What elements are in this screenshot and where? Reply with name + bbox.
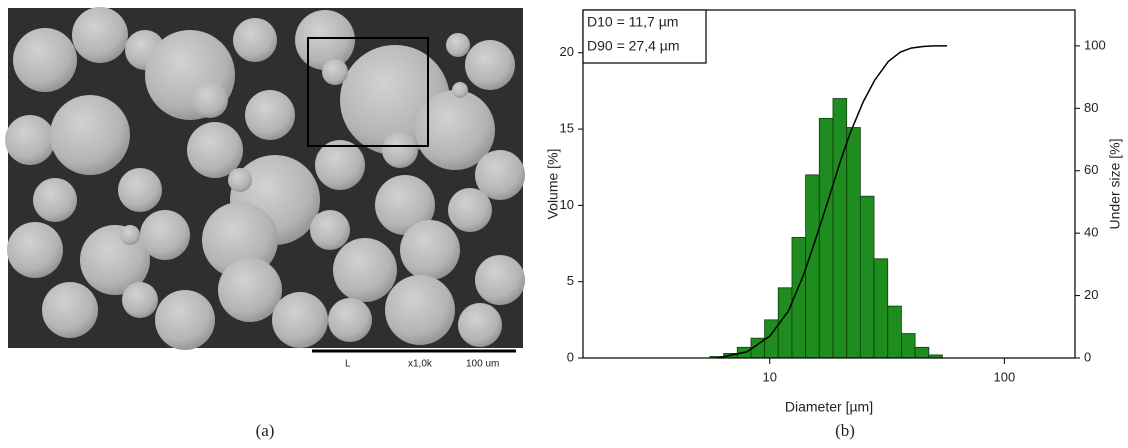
y-axis-label: Volume [%] <box>545 149 561 220</box>
particle <box>322 59 348 85</box>
y-tick-label: 10 <box>560 197 574 212</box>
bar <box>873 258 889 359</box>
particle <box>328 298 372 342</box>
particle <box>72 7 128 63</box>
particle <box>187 122 243 178</box>
particle <box>5 115 55 165</box>
particle <box>233 18 277 62</box>
cumulative-line <box>717 45 948 359</box>
x-tick-label: 100 <box>994 369 1016 384</box>
y2-axis-label: Under size [%] <box>1107 138 1123 229</box>
particle <box>446 33 470 57</box>
particle <box>272 292 328 348</box>
particle <box>122 282 158 318</box>
x-tick-label: 10 <box>763 369 777 384</box>
particle <box>228 168 252 192</box>
particle <box>448 188 492 232</box>
particle <box>400 220 460 280</box>
particle <box>385 275 455 345</box>
plot-frame <box>582 9 1076 359</box>
annotation: D10 = 11,7 µm <box>587 14 678 30</box>
bar <box>859 195 875 359</box>
y2-tick-label: 60 <box>1084 162 1098 177</box>
y-tick-label: 5 <box>567 273 574 288</box>
particle <box>458 303 502 347</box>
y-tick-label: 0 <box>567 349 574 364</box>
caption-b: (b) <box>835 421 855 440</box>
y-tick-label: 20 <box>560 44 574 59</box>
particle <box>245 90 295 140</box>
particle <box>120 225 140 245</box>
particle <box>218 258 282 322</box>
x-axis-label: Diameter [µm] <box>785 399 873 415</box>
bar <box>901 333 916 359</box>
particle <box>13 28 77 92</box>
particle <box>33 178 77 222</box>
caption-a: (a) <box>256 421 275 440</box>
particle <box>415 90 495 170</box>
bar <box>818 117 834 359</box>
annotation-box <box>582 9 707 64</box>
particle <box>465 40 515 90</box>
chart: 0 5 10 15 20 0 20 40 60 80 100 10 100 Diameter [µm] Vo… <box>545 9 1123 415</box>
particle <box>118 168 162 212</box>
particle <box>475 255 525 305</box>
y2-tick-label: 100 <box>1084 37 1106 52</box>
particle <box>7 222 63 278</box>
particle <box>475 150 525 200</box>
bar <box>805 174 820 359</box>
particle <box>42 282 98 338</box>
particle <box>202 202 278 278</box>
bar <box>832 98 848 359</box>
scale-marker: L <box>345 359 351 370</box>
particle <box>155 290 215 350</box>
y2-tick-label: 20 <box>1084 287 1098 302</box>
particle <box>140 210 190 260</box>
particle <box>310 210 350 250</box>
particle <box>50 95 130 175</box>
bar <box>846 127 861 359</box>
scale-length: 100 um <box>466 359 499 370</box>
sem-image <box>5 7 525 350</box>
zoom-box <box>307 37 429 147</box>
magnification: x1,0k <box>408 359 433 370</box>
particle <box>382 132 418 168</box>
y-tick-label: 15 <box>560 120 574 135</box>
bar <box>887 305 902 359</box>
particle <box>192 82 228 118</box>
particle <box>452 82 468 98</box>
particle <box>295 10 355 70</box>
particle <box>375 175 435 235</box>
y2-tick-label: 80 <box>1084 100 1098 115</box>
y2-tick-label: 40 <box>1084 225 1098 240</box>
particle <box>333 238 397 302</box>
particle <box>315 140 365 190</box>
y2-tick-label: 0 <box>1084 349 1091 364</box>
bar <box>914 346 930 359</box>
annotation: D90 = 27,4 µm <box>587 38 680 54</box>
